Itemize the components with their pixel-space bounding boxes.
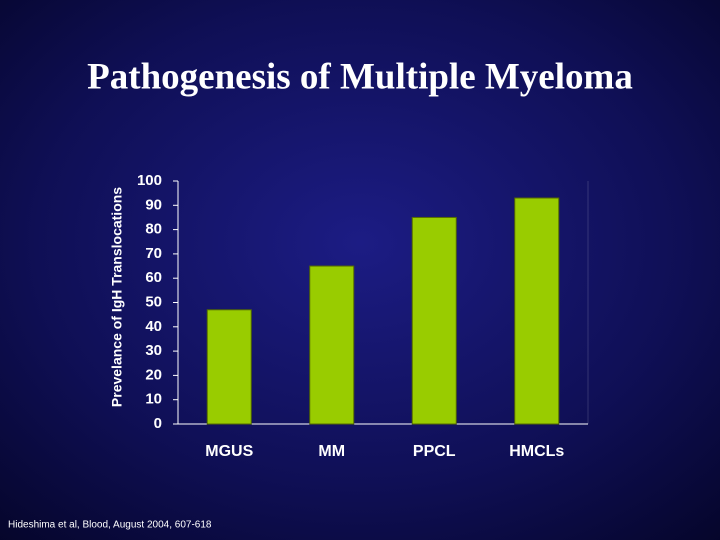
y-tick-label: 40: [145, 318, 162, 335]
bar: [309, 265, 355, 425]
x-tick-label: MM: [318, 443, 345, 460]
y-tick-label: 20: [145, 366, 162, 383]
chart-title: Pathogenesis of Multiple Myeloma: [87, 56, 633, 97]
x-tick-label: PPCL: [413, 443, 456, 460]
y-tick-label: 70: [145, 245, 162, 262]
bar: [514, 197, 560, 425]
y-tick-label: 90: [145, 196, 162, 213]
y-axis-label: Prevelance of IgH Translocations: [109, 187, 125, 407]
y-tick-label: 80: [145, 221, 162, 238]
x-tick-label: HMCLs: [509, 443, 564, 460]
y-tick-label: 10: [145, 391, 162, 408]
bar: [206, 309, 252, 425]
y-tick-label: 50: [145, 293, 162, 310]
source-note: Hideshima et al, Blood, August 2004, 607…: [8, 520, 212, 531]
y-tick-label: 100: [137, 172, 162, 189]
bar: [411, 216, 457, 425]
y-tick-label: 0: [154, 415, 162, 432]
y-tick-label: 30: [145, 342, 162, 359]
y-tick-label: 60: [145, 269, 162, 286]
x-tick-label: MGUS: [205, 443, 253, 460]
